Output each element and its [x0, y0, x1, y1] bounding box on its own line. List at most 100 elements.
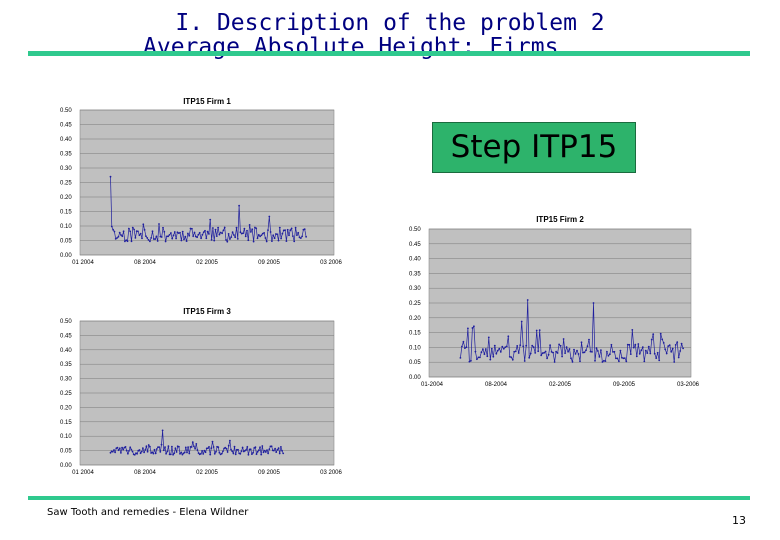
data-point: [634, 343, 637, 346]
data-point: [118, 447, 121, 450]
data-point: [145, 445, 148, 448]
data-point: [136, 452, 138, 455]
data-point: [238, 204, 241, 207]
data-point: [644, 349, 647, 352]
footer-text: Saw Tooth and remedies - Elena Wildner: [47, 507, 249, 518]
data-point: [650, 338, 653, 341]
data-point: [109, 175, 112, 178]
data-point: [540, 354, 543, 357]
data-point: [210, 447, 213, 450]
data-point: [259, 446, 261, 449]
data-point: [473, 325, 475, 328]
data-point: [191, 441, 194, 444]
data-point: [167, 445, 170, 447]
data-point: [588, 338, 590, 341]
data-point: [600, 349, 602, 351]
data-point: [215, 235, 218, 238]
data-point: [170, 232, 172, 234]
data-point: [257, 234, 260, 236]
y-tick-label: 0.40: [60, 137, 72, 143]
data-point: [547, 353, 550, 356]
data-point: [247, 239, 250, 242]
data-point: [133, 228, 135, 231]
y-tick-label: 0.45: [60, 123, 72, 129]
data-point: [251, 453, 253, 455]
data-point: [219, 231, 222, 234]
data-point: [248, 224, 251, 226]
data-point: [520, 320, 523, 323]
data-point: [471, 327, 474, 329]
data-point: [526, 299, 529, 301]
data-point: [230, 448, 232, 451]
y-tick-label: 0.25: [409, 301, 421, 307]
data-point: [647, 345, 650, 348]
data-point: [615, 357, 617, 360]
data-point: [250, 231, 252, 233]
data-point: [275, 451, 278, 453]
data-point: [273, 237, 276, 240]
data-point: [278, 452, 281, 455]
data-point: [284, 229, 286, 232]
data-point: [637, 343, 640, 345]
data-point: [589, 350, 592, 353]
chart-title: ITP15 Firm 3: [183, 307, 231, 316]
data-point: [638, 352, 641, 355]
data-point: [661, 338, 664, 341]
data-point: [264, 237, 267, 239]
data-point: [158, 223, 160, 225]
data-point: [632, 346, 635, 349]
data-point: [213, 452, 216, 455]
data-point: [561, 355, 563, 358]
data-point: [183, 451, 186, 454]
data-point: [609, 353, 611, 355]
data-point: [259, 235, 261, 238]
data-point: [185, 240, 188, 243]
data-point: [674, 344, 677, 346]
data-point: [138, 449, 141, 451]
data-point: [619, 349, 622, 352]
data-point: [187, 446, 190, 448]
slide-title-line1: I. Description of the problem 2: [175, 10, 605, 36]
x-tick-label: 03 2006: [320, 260, 342, 266]
data-point: [226, 240, 229, 243]
data-point: [113, 449, 115, 451]
data-point: [160, 236, 163, 238]
data-point: [201, 233, 204, 236]
data-point: [231, 231, 234, 234]
data-point: [204, 229, 206, 232]
data-point: [172, 234, 175, 237]
data-point: [640, 349, 643, 352]
data-point: [603, 359, 605, 362]
data-point: [465, 346, 468, 349]
data-point: [516, 345, 519, 347]
data-point: [474, 350, 477, 353]
data-point: [191, 227, 193, 230]
data-point: [154, 452, 157, 455]
x-tick-label: 02 2005: [196, 260, 218, 266]
data-point: [565, 346, 568, 348]
data-point: [175, 237, 178, 240]
data-point: [188, 234, 191, 237]
data-point: [204, 451, 207, 454]
data-point: [200, 452, 202, 455]
data-point: [297, 231, 300, 234]
data-point: [266, 449, 268, 451]
y-tick-label: 0.10: [60, 224, 72, 230]
data-point: [493, 344, 496, 347]
data-point: [498, 347, 501, 350]
data-point: [158, 446, 161, 448]
data-point: [571, 361, 574, 363]
data-point: [233, 234, 235, 236]
y-tick-label: 0.00: [409, 375, 421, 381]
y-tick-label: 0.05: [60, 449, 72, 455]
data-point: [559, 344, 562, 347]
data-point: [514, 350, 517, 353]
data-point: [288, 234, 290, 237]
data-point: [268, 215, 271, 218]
data-point: [490, 347, 493, 350]
data-point: [196, 449, 199, 451]
data-point: [260, 453, 263, 456]
data-point: [522, 345, 525, 348]
data-point: [151, 451, 154, 454]
data-point: [218, 233, 221, 236]
